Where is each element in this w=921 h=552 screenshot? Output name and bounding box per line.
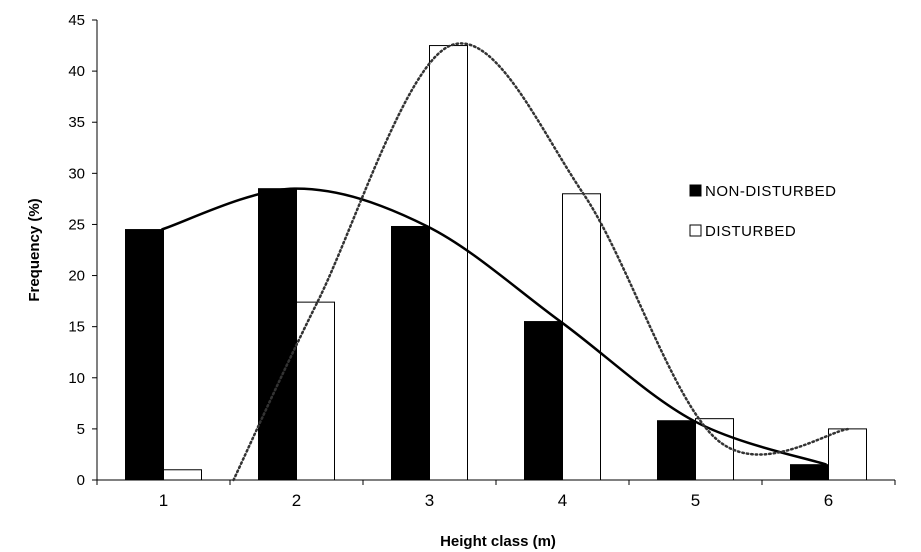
y-tick-label: 15 bbox=[68, 319, 85, 336]
bar-non-disturbed bbox=[391, 225, 430, 481]
y-tick-label: 45 bbox=[68, 12, 85, 29]
bar-disturbed bbox=[163, 469, 202, 481]
x-tick-label: 4 bbox=[558, 491, 567, 510]
y-tick-label: 35 bbox=[68, 114, 85, 131]
bar-disturbed bbox=[695, 418, 734, 481]
legend: NON-DISTURBED DISTURBED bbox=[689, 183, 837, 240]
bar-non-disturbed bbox=[524, 321, 563, 481]
legend-swatch-disturbed bbox=[689, 224, 702, 237]
y-tick-label: 30 bbox=[68, 165, 85, 182]
y-axis: 0 5 10 15 20 25 30 35 40 45 bbox=[68, 12, 98, 489]
bar-disturbed bbox=[828, 428, 867, 481]
bar-non-disturbed bbox=[258, 188, 297, 481]
legend-swatch-non-disturbed bbox=[689, 184, 702, 197]
trend-lines bbox=[161, 42, 851, 482]
x-tick-label: 2 bbox=[292, 491, 301, 510]
y-tick-label: 5 bbox=[77, 421, 85, 438]
bar-non-disturbed bbox=[790, 464, 829, 481]
trend-line-disturbed bbox=[232, 42, 851, 482]
y-tick-label: 40 bbox=[68, 63, 85, 80]
x-tick-label: 5 bbox=[691, 491, 700, 510]
y-tick-label: 10 bbox=[68, 370, 85, 387]
bar-disturbed bbox=[429, 45, 468, 481]
bars bbox=[125, 45, 867, 481]
y-tick-label: 0 bbox=[77, 472, 85, 489]
y-axis-title: Frequency (%) bbox=[26, 198, 43, 301]
bar-disturbed bbox=[296, 301, 335, 481]
x-tick-label: 3 bbox=[425, 491, 434, 510]
legend-label-non-disturbed: NON-DISTURBED bbox=[705, 183, 837, 200]
legend-label-disturbed: DISTURBED bbox=[705, 223, 796, 240]
x-axis: 1 2 3 4 5 6 bbox=[96, 479, 896, 510]
bar-non-disturbed bbox=[125, 229, 164, 481]
x-axis-title: Height class (m) bbox=[440, 533, 556, 550]
x-tick-label: 1 bbox=[159, 491, 168, 510]
y-tick-label: 20 bbox=[68, 268, 85, 285]
bar-non-disturbed bbox=[657, 420, 696, 481]
y-tick-label: 25 bbox=[68, 216, 85, 233]
x-tick-label: 6 bbox=[824, 491, 833, 510]
